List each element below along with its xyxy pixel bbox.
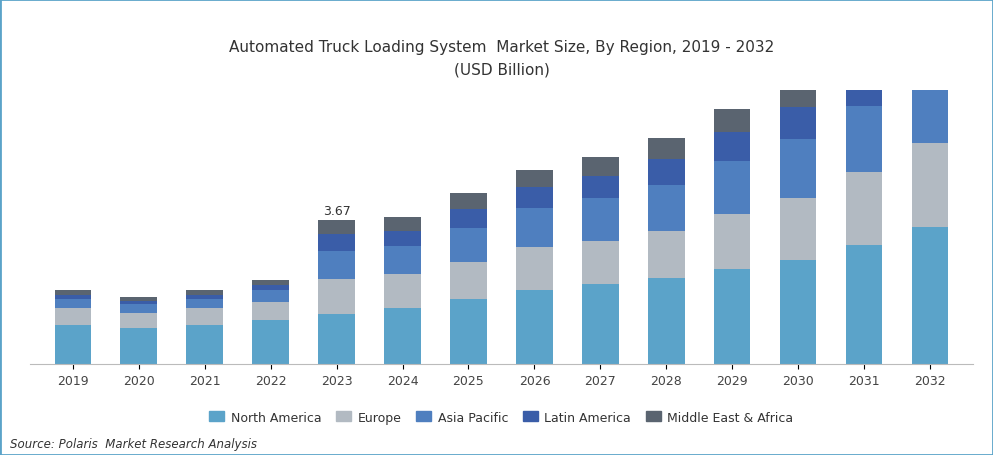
Bar (648, 160, 684, 185)
Bar (714, 133, 751, 162)
Bar (384, 218, 421, 231)
Bar (846, 71, 883, 106)
Bar (648, 139, 684, 160)
Bar (780, 261, 816, 364)
Bar (55, 295, 90, 299)
Bar (846, 40, 883, 71)
Bar (120, 313, 157, 328)
Bar (187, 299, 222, 308)
Bar (319, 251, 355, 280)
Bar (187, 290, 222, 295)
Bar (55, 325, 90, 364)
Bar (319, 221, 355, 235)
Bar (714, 109, 751, 133)
Bar (319, 314, 355, 364)
Bar (451, 300, 487, 364)
Bar (451, 194, 487, 210)
Bar (846, 173, 883, 245)
Bar (516, 209, 552, 248)
Bar (384, 231, 421, 247)
Bar (780, 81, 816, 108)
Bar (384, 247, 421, 275)
Bar (55, 299, 90, 308)
Bar (55, 308, 90, 325)
Bar (582, 284, 619, 364)
Bar (780, 198, 816, 261)
Bar (451, 210, 487, 228)
Bar (516, 188, 552, 209)
Bar (780, 140, 816, 198)
Bar (846, 106, 883, 173)
Bar (516, 171, 552, 188)
Bar (384, 275, 421, 308)
Bar (187, 295, 222, 299)
Bar (913, 69, 948, 144)
Bar (120, 297, 157, 301)
Bar (319, 235, 355, 251)
Bar (582, 241, 619, 284)
Bar (451, 228, 487, 263)
Bar (384, 308, 421, 364)
Bar (187, 308, 222, 325)
Bar (648, 185, 684, 232)
Bar (120, 301, 157, 305)
Text: Source: Polaris  Market Research Analysis: Source: Polaris Market Research Analysis (10, 437, 257, 450)
Bar (516, 248, 552, 291)
Bar (252, 280, 289, 286)
Bar (120, 328, 157, 364)
Legend: North America, Europe, Asia Pacific, Latin America, Middle East & Africa: North America, Europe, Asia Pacific, Lat… (205, 406, 798, 429)
Text: 3.67: 3.67 (323, 205, 351, 218)
Bar (714, 270, 751, 364)
Bar (187, 325, 222, 364)
Bar (582, 199, 619, 241)
Bar (252, 302, 289, 320)
Bar (451, 263, 487, 300)
Bar (913, 28, 948, 69)
Bar (780, 108, 816, 140)
Bar (252, 286, 289, 290)
Bar (516, 291, 552, 364)
Bar (55, 290, 90, 295)
Bar (252, 290, 289, 302)
Bar (120, 305, 157, 313)
Bar (252, 320, 289, 364)
Bar (648, 232, 684, 278)
Bar (582, 158, 619, 177)
Bar (648, 278, 684, 364)
Bar (913, 228, 948, 364)
Bar (846, 245, 883, 364)
Bar (913, 144, 948, 228)
Bar (582, 177, 619, 199)
Bar (714, 214, 751, 270)
Bar (913, 0, 948, 28)
Bar (714, 162, 751, 214)
Title: Automated Truck Loading System  Market Size, By Region, 2019 - 2032
(USD Billion: Automated Truck Loading System Market Si… (228, 40, 775, 77)
Bar (319, 280, 355, 314)
